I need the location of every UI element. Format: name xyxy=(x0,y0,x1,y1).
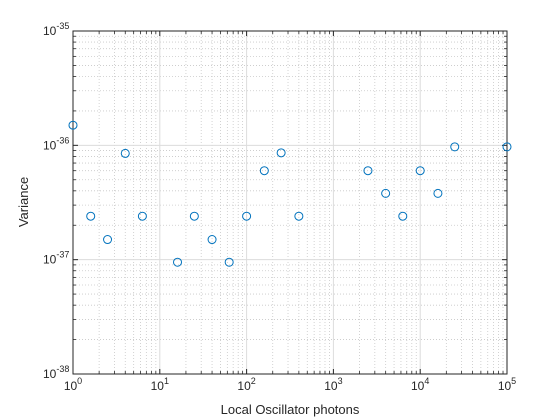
data-point xyxy=(433,188,443,198)
x-tick-label: 105 xyxy=(498,376,516,393)
data-point xyxy=(502,142,512,152)
data-point xyxy=(259,166,269,176)
data-point xyxy=(224,257,234,267)
y-tick-label: 10-38 xyxy=(43,364,69,381)
x-tick-label: 104 xyxy=(411,376,429,393)
plot-area xyxy=(73,31,507,374)
data-point xyxy=(398,211,408,221)
x-axis-label: Local Oscillator photons xyxy=(221,402,360,417)
data-point xyxy=(137,211,147,221)
data-point xyxy=(207,235,217,245)
y-tick-label: 10-35 xyxy=(43,21,69,38)
x-tick-label: 103 xyxy=(324,376,342,393)
x-tick-label: 101 xyxy=(151,376,169,393)
data-point xyxy=(415,166,425,176)
data-point xyxy=(381,188,391,198)
data-point xyxy=(68,120,78,130)
data-point xyxy=(86,211,96,221)
y-tick-label: 10-36 xyxy=(43,135,69,152)
data-point xyxy=(450,142,460,152)
data-point xyxy=(363,166,373,176)
data-points xyxy=(68,120,512,267)
x-tick-labels: 100 101 102 103 104 105 xyxy=(64,376,516,393)
x-tick-label: 102 xyxy=(237,376,255,393)
data-point xyxy=(276,148,286,158)
axis-ticks xyxy=(72,30,508,375)
data-point xyxy=(120,148,130,158)
y-tick-labels: 10-38 10-37 10-36 10-35 xyxy=(43,21,69,381)
axes-box xyxy=(72,30,508,375)
data-point xyxy=(242,211,252,221)
data-point xyxy=(294,211,304,221)
minor-grid xyxy=(73,31,507,374)
data-point xyxy=(173,257,183,267)
y-tick-label: 10-37 xyxy=(43,250,69,267)
x-tick-label: 100 xyxy=(64,376,82,393)
data-point xyxy=(189,211,199,221)
y-axis-label: Variance xyxy=(16,177,31,227)
data-point xyxy=(103,235,113,245)
